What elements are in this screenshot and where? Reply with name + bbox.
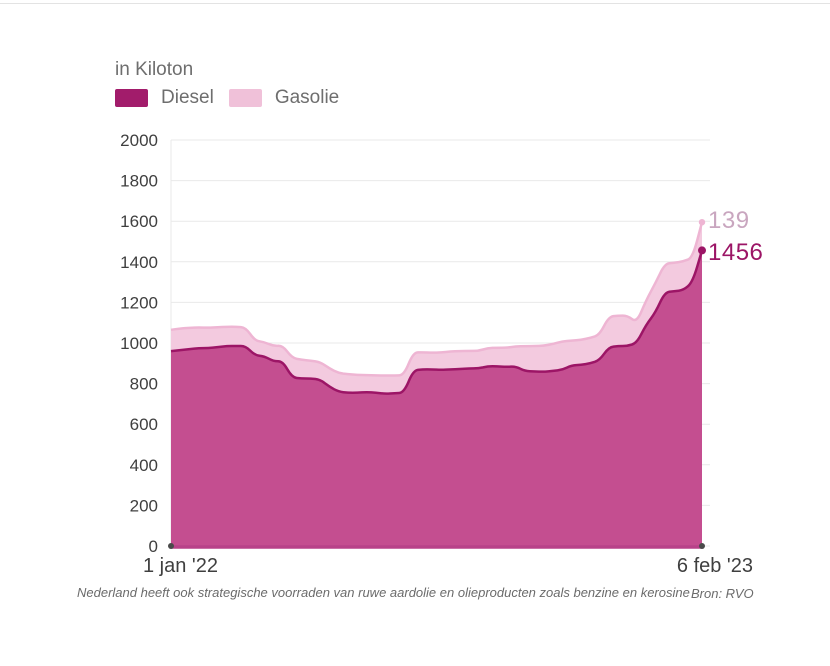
- x-axis-end-label: 6 feb '23: [676, 555, 753, 577]
- legend: Diesel Gasolie: [115, 87, 354, 109]
- y-tick-label: 1200: [120, 293, 158, 312]
- end-value-gasolie: 139: [708, 207, 750, 234]
- legend-label-diesel: Diesel: [161, 87, 214, 108]
- diesel-line: [170, 250, 704, 395]
- legend-swatch-gasolie: [228, 89, 262, 107]
- axis-end-dot: [699, 543, 705, 549]
- end-value-diesel: 1456: [708, 239, 764, 266]
- y-tick-label: 400: [130, 456, 158, 475]
- legend-label-gasolie: Gasolie: [274, 87, 340, 108]
- top-divider: [0, 3, 830, 4]
- axis-start-dot: [168, 543, 174, 549]
- y-tick-label: 0: [149, 537, 158, 556]
- y-tick-label: 800: [130, 375, 158, 394]
- y-tick-label: 200: [130, 496, 158, 515]
- x-axis-start-label: 1 jan '22: [143, 555, 218, 577]
- y-tick-label: 2000: [120, 131, 158, 150]
- gasolie-end-dot[interactable]: [698, 219, 706, 226]
- y-tick-label: 1800: [120, 172, 158, 191]
- y-tick-label: 600: [130, 415, 158, 434]
- gasolie-line: [170, 221, 704, 377]
- diesel-end-dot[interactable]: [698, 246, 706, 255]
- y-tick-label: 1400: [120, 253, 158, 272]
- legend-swatch-diesel: [115, 89, 148, 107]
- diesel-area: [171, 250, 702, 546]
- y-tick-label: 1600: [120, 212, 158, 231]
- y-tick-label: 1000: [120, 334, 158, 353]
- source-credit: Bron: RVO: [691, 586, 754, 601]
- footnote: Nederland heeft ook strategische voorrad…: [77, 585, 690, 600]
- chart-unit-title: in Kiloton: [115, 59, 194, 80]
